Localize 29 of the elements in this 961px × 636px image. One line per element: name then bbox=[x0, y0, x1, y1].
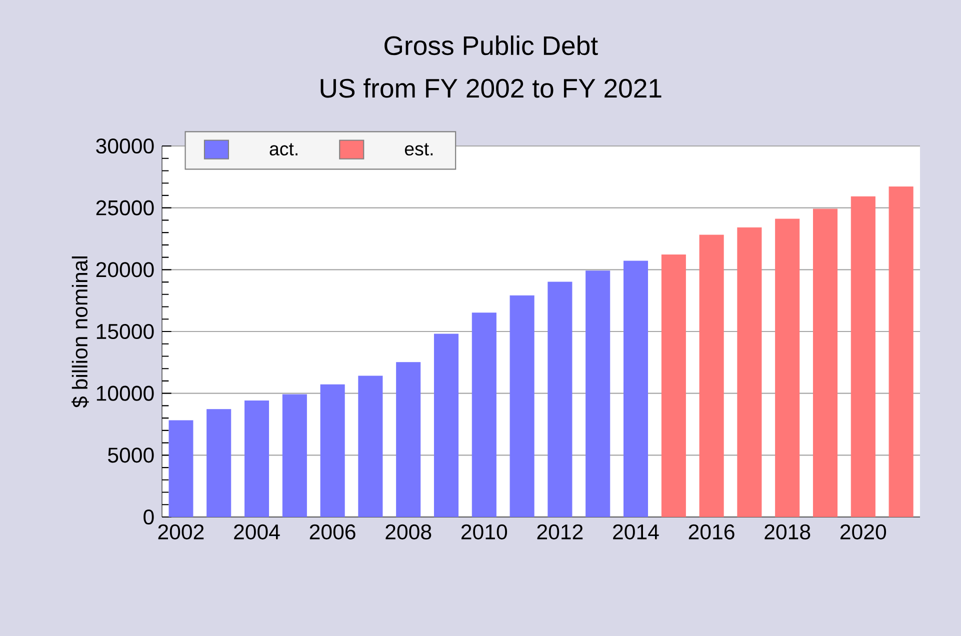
chart-title: Gross Public Debt bbox=[384, 36, 598, 56]
x-tick-label: 2016 bbox=[688, 524, 734, 540]
legend-label: est. bbox=[404, 143, 433, 156]
bar bbox=[699, 234, 724, 517]
bar bbox=[661, 254, 686, 517]
x-tick-label: 2006 bbox=[310, 524, 356, 540]
y-tick-label: 25000 bbox=[96, 200, 154, 216]
y-tick-label: 20000 bbox=[96, 262, 154, 278]
x-tick-label: 2018 bbox=[764, 524, 810, 540]
y-axis-title: $ billion nominal bbox=[72, 256, 89, 408]
x-tick-label: 2004 bbox=[234, 524, 280, 540]
x-tick-label: 2002 bbox=[158, 524, 204, 540]
bar bbox=[737, 227, 762, 517]
x-tick-label: 2012 bbox=[537, 524, 583, 540]
y-tick-label: 10000 bbox=[96, 386, 154, 401]
x-tick-label: 2010 bbox=[461, 524, 508, 540]
y-tick-label: 0 bbox=[144, 509, 154, 525]
bar bbox=[888, 186, 914, 517]
y-tick-label: 5000 bbox=[108, 448, 154, 463]
y-tick-label: 30000 bbox=[96, 138, 154, 154]
bar bbox=[812, 208, 838, 517]
bar bbox=[775, 218, 800, 517]
x-tick-label: 2014 bbox=[613, 524, 659, 540]
x-tick-label: 2020 bbox=[840, 524, 886, 540]
bar bbox=[850, 196, 876, 517]
y-tick-label: 15000 bbox=[96, 324, 154, 340]
chart-subtitle: US from FY 2002 to FY 2021 bbox=[320, 78, 662, 98]
x-tick-label: 2008 bbox=[386, 524, 432, 540]
legend-label: act. bbox=[270, 143, 298, 156]
